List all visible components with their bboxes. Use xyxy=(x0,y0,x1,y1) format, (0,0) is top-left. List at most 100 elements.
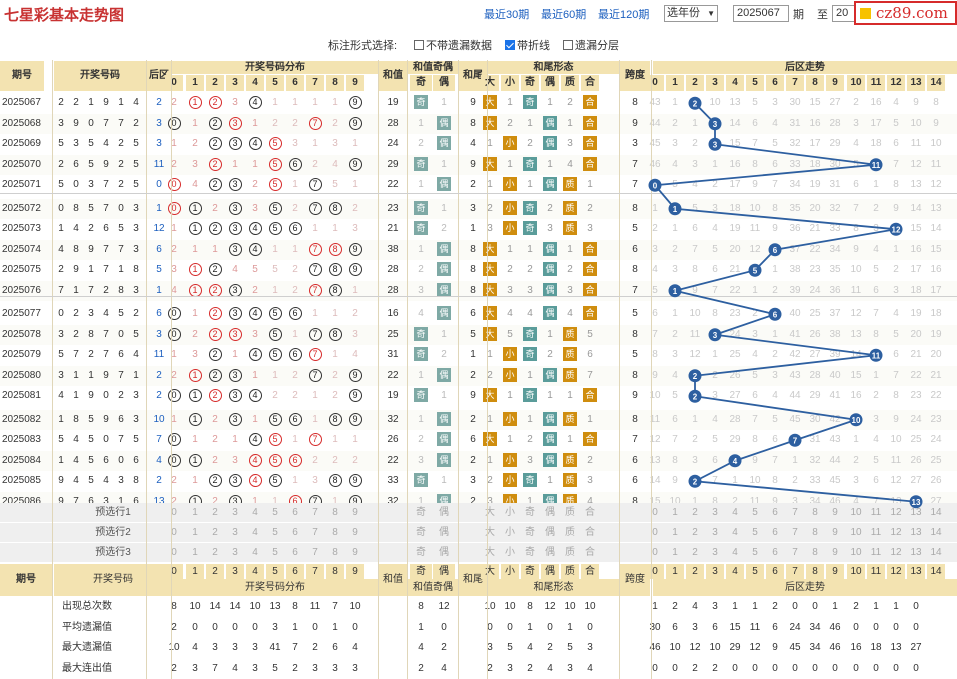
rear-miss-cell: 14 xyxy=(850,349,862,360)
dist-cell: 3 xyxy=(352,223,358,234)
preselect-rear-digit: 12 xyxy=(890,507,902,518)
stat-tail-form: 1 xyxy=(527,621,533,633)
dist-cell: 1 xyxy=(312,390,318,401)
dist-cell: 8 xyxy=(326,471,344,492)
digit-header: 6 xyxy=(286,75,304,91)
preselect-tail-form: 合 xyxy=(585,507,595,518)
rear-miss-cell: 19 xyxy=(930,328,942,340)
preselect-tail-form: 奇 xyxy=(525,507,535,518)
tail-cell: 9 xyxy=(470,158,476,170)
dist-cell: 2 xyxy=(332,369,338,381)
year-select[interactable]: 选年份 ▼ xyxy=(664,5,718,22)
rear-miss-cell: 3 xyxy=(672,349,678,360)
stat-cell: 2 xyxy=(312,642,318,653)
rear-miss-cell: 22 xyxy=(910,369,922,381)
recent-120-link[interactable]: 最近120期 xyxy=(598,9,650,21)
stat-cell: 41 xyxy=(269,642,281,653)
tail-form-cell: 质 xyxy=(561,325,579,346)
sum-oe-cell: 1 xyxy=(441,97,447,108)
tail-form-tag: 奇 xyxy=(523,347,537,361)
sum-oe-cell: 1 xyxy=(418,117,424,129)
footer-rear-digit: 3 xyxy=(706,564,724,579)
preselect-row[interactable] xyxy=(0,523,957,542)
span-cell: 8 xyxy=(632,202,638,214)
stat-cell: 6 xyxy=(332,642,338,653)
rear-miss-cell: 4 xyxy=(853,138,859,149)
stat-rear: 1 xyxy=(832,601,838,612)
number-ball: 4 xyxy=(248,137,262,150)
dist-cell: 1 xyxy=(186,281,204,302)
draw-digit: 6 xyxy=(73,158,79,170)
rear-cell: 0 xyxy=(156,179,162,190)
dist-cell: 1 xyxy=(171,413,177,425)
preselect-row[interactable] xyxy=(0,543,957,562)
preselect-digit: 8 xyxy=(332,527,338,538)
recent-60-link[interactable]: 最近60期 xyxy=(541,9,587,21)
option-with-line[interactable]: 带折线 xyxy=(505,37,550,53)
dist-cell: 8 xyxy=(326,325,344,346)
to-issue-input[interactable]: 20 xyxy=(832,5,856,22)
oe-tag: 奇 xyxy=(414,388,428,402)
dist-cell: 1 xyxy=(171,138,177,149)
checkbox-icon[interactable] xyxy=(563,40,573,50)
draw-digit: 7 xyxy=(58,284,64,296)
issue-cell: 2025079 xyxy=(2,349,41,360)
option-missing-layer[interactable]: 遗漏分层 xyxy=(563,37,619,53)
draw-digit: 1 xyxy=(118,495,124,507)
checkbox-icon[interactable] xyxy=(414,40,424,50)
dist-cell: 3 xyxy=(226,199,244,220)
stat-rear: 1 xyxy=(732,601,738,612)
draw-digit: 7 xyxy=(103,179,109,190)
rear-miss-cell: 3 xyxy=(672,138,678,149)
option-no-missing[interactable]: 不带遗漏数据 xyxy=(414,37,492,53)
sum-cell: 33 xyxy=(387,475,399,486)
rear-miss-cell: 6 xyxy=(893,349,899,360)
stat-tail-form: 4 xyxy=(587,662,593,674)
rear-miss-cell: 18 xyxy=(809,158,821,170)
preselect-rear-digit: 8 xyxy=(812,527,818,538)
dist-cell: 3 xyxy=(252,202,258,214)
dist-cell: 7 xyxy=(306,260,324,281)
footer-odd: 奇 xyxy=(410,564,432,579)
rear-cell: 2 xyxy=(156,475,162,486)
tail-form-cell: 2 xyxy=(587,454,593,466)
rear-miss-cell: 7 xyxy=(853,202,859,214)
rear-miss-cell: 6 xyxy=(873,284,879,296)
sum-oe-cell: 2 xyxy=(441,349,447,360)
dist-cell: 1 xyxy=(232,434,238,445)
from-issue-input[interactable]: 2025067 xyxy=(733,5,789,22)
oe-tag: 奇 xyxy=(414,326,428,341)
preselect-digit: 3 xyxy=(232,507,238,518)
rear-miss-cell: 25 xyxy=(910,434,922,445)
tail-form-cell: 7 xyxy=(587,369,593,381)
issue-cell: 2025074 xyxy=(2,243,41,255)
checkbox-checked-icon[interactable] xyxy=(505,40,515,50)
dist-cell: 2 xyxy=(206,134,224,155)
sum-oe-cell: 2 xyxy=(418,264,424,275)
rear-miss-cell: 34 xyxy=(829,243,841,255)
tail-form-cell: 1 xyxy=(587,179,593,190)
footer-rear-digit: 5 xyxy=(746,564,764,579)
dist-header: 开奖号码分布 xyxy=(172,61,378,74)
dist-cell: 3 xyxy=(232,97,238,108)
number-ball: 4 xyxy=(248,348,262,361)
rear-miss-cell: 1 xyxy=(672,308,678,319)
rear-miss-cell: 6 xyxy=(873,475,879,486)
rear-miss-cell: 3 xyxy=(772,97,778,108)
draw-digit: 6 xyxy=(103,223,109,234)
rear-miss-cell: 29 xyxy=(829,138,841,149)
recent-30-link[interactable]: 最近30期 xyxy=(484,9,530,21)
number-ball: 0 xyxy=(167,389,181,402)
footer-dist-header: 开奖号码分布 xyxy=(172,579,378,596)
dist-cell: 2 xyxy=(192,138,198,149)
dist-cell: 4 xyxy=(246,240,264,261)
rear-miss-cell: 4 xyxy=(672,158,678,170)
rear-miss-cell: 5 xyxy=(672,390,678,401)
stat-rear: 0 xyxy=(873,621,879,633)
dist-cell: 2 xyxy=(206,260,224,281)
rear-miss-cell: 42 xyxy=(829,413,841,425)
rear-miss-cell: 1 xyxy=(692,117,698,129)
draw-digit: 7 xyxy=(103,202,109,214)
rear-miss-cell: 18 xyxy=(729,202,741,214)
preselect-row[interactable] xyxy=(0,503,957,522)
